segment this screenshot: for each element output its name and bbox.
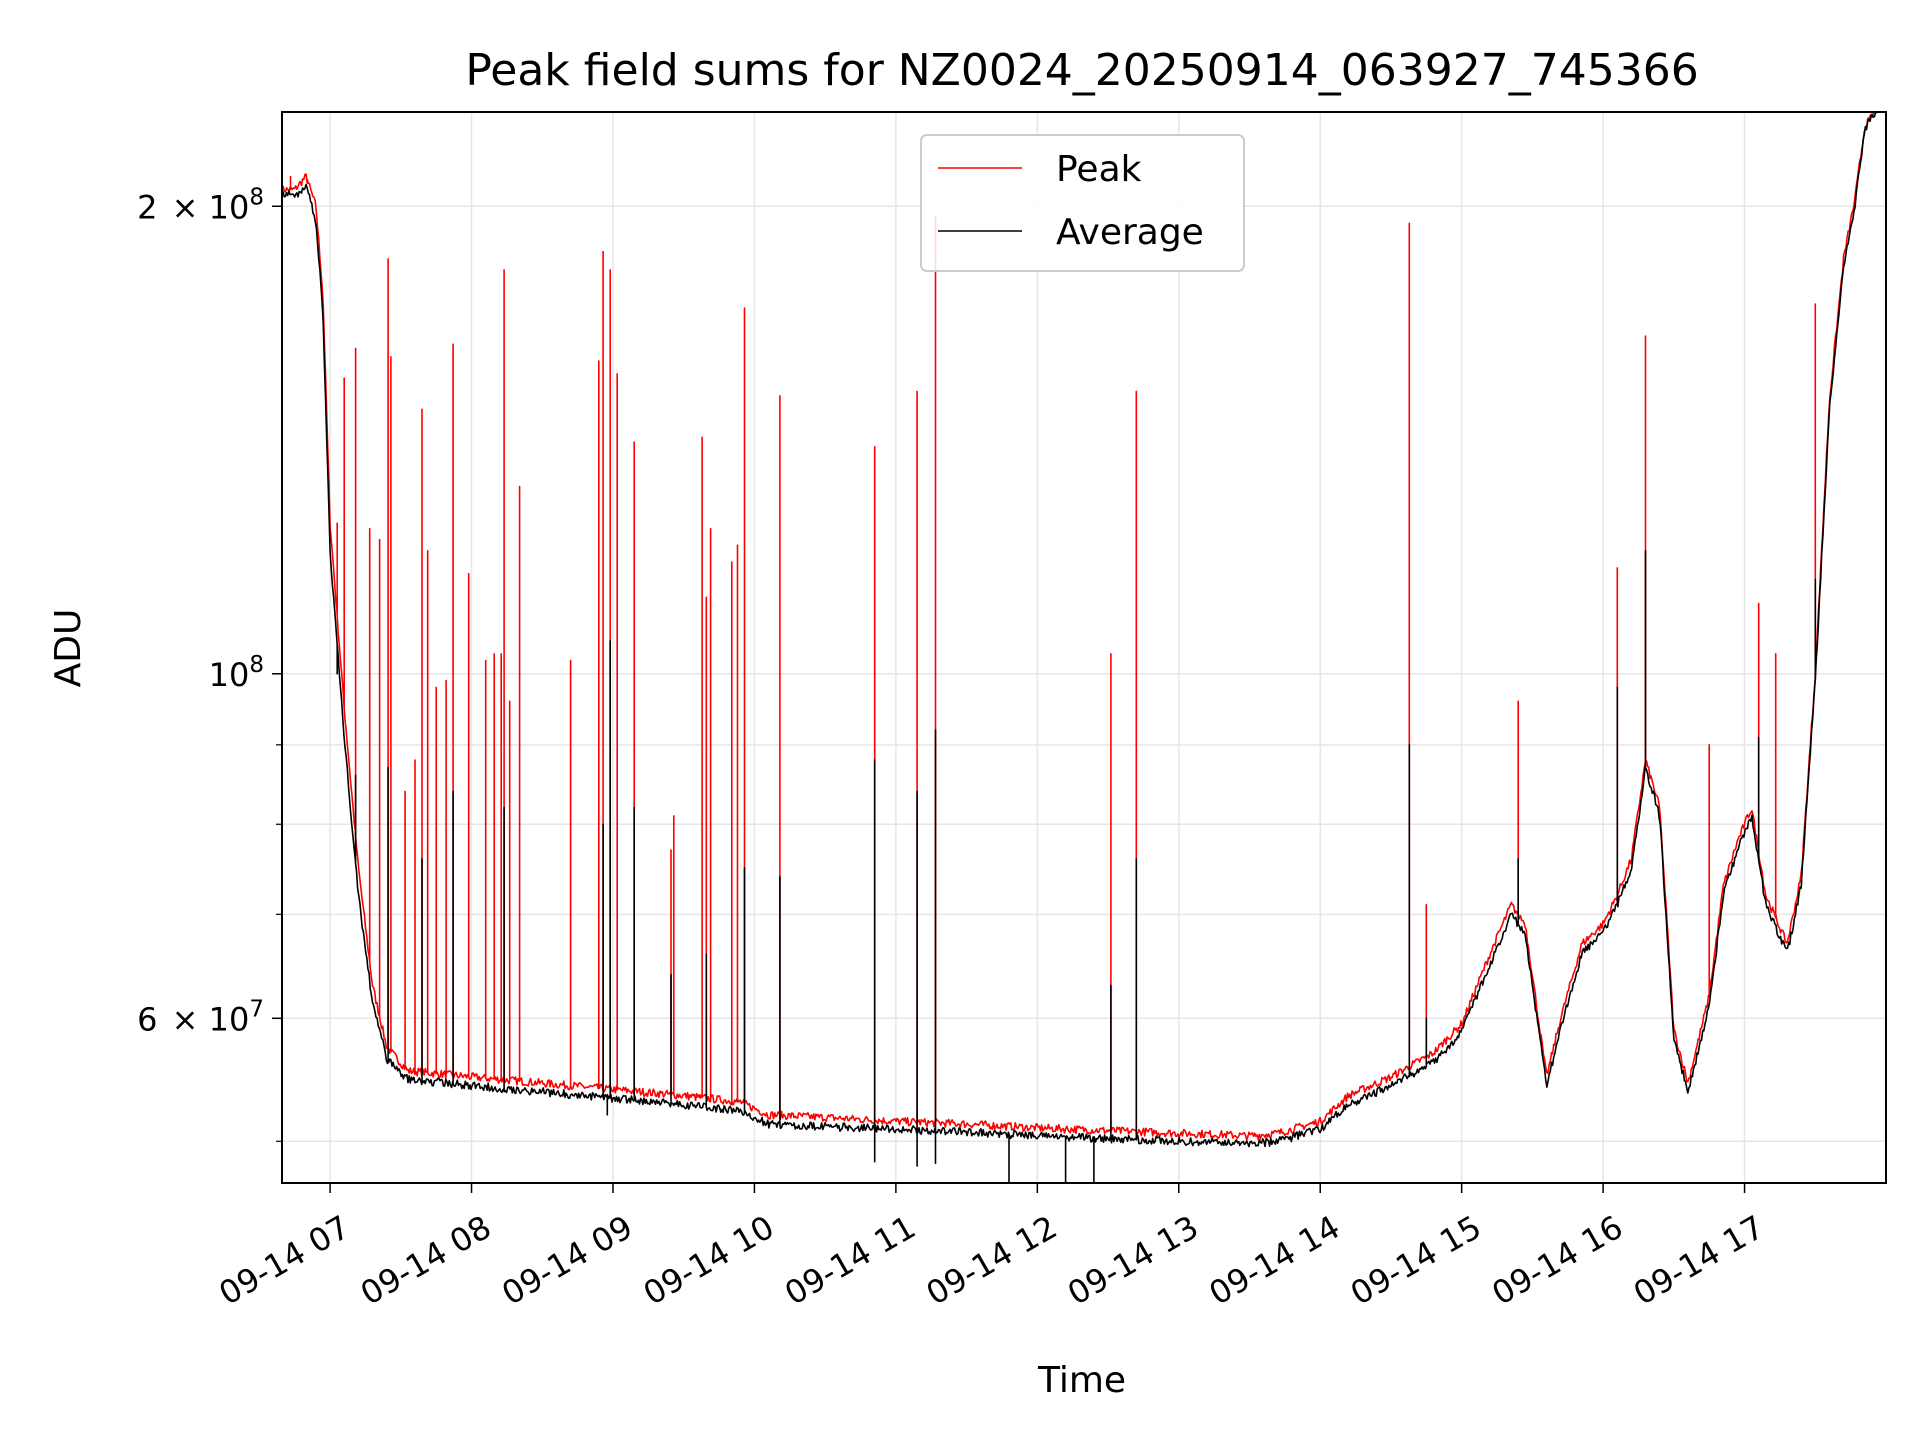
y-tick-exp: 8 [249, 184, 264, 210]
y-tick-exp: 8 [249, 652, 264, 678]
y-tick-label: 6 × 107 [137, 996, 264, 1038]
y-axis-label: ADU [48, 609, 89, 688]
y-tick-base: 10 [209, 188, 250, 226]
x-axis-label: Time [1037, 1360, 1126, 1401]
series-average [282, 112, 1878, 1183]
series-area [282, 112, 1878, 1183]
legend-average-label: Average [1056, 212, 1204, 253]
legend-peak-label: Peak [1056, 149, 1142, 190]
chart-title: Peak field sums for NZ0024_20250914_0639… [465, 45, 1698, 96]
legend-box [920, 134, 1245, 272]
y-tick-mant: 6 [137, 1000, 157, 1038]
legend: Peak Average [920, 134, 1245, 272]
grid [282, 112, 1886, 1183]
y-tick-times: × [172, 1000, 199, 1038]
y-tick-exp: 7 [249, 996, 264, 1022]
y-tick-base: 10 [209, 656, 250, 694]
series-line-peak [282, 112, 1878, 1141]
series-peak [282, 112, 1878, 1141]
series-line-average [282, 112, 1878, 1183]
y-tick-mant: 2 [137, 188, 157, 226]
y-tick-label: 2 × 108 [137, 184, 264, 226]
y-tick-label: 108 [209, 652, 264, 694]
y-tick-times: × [172, 188, 199, 226]
plot-frame [281, 111, 1887, 1184]
y-tick-base: 10 [209, 1000, 250, 1038]
